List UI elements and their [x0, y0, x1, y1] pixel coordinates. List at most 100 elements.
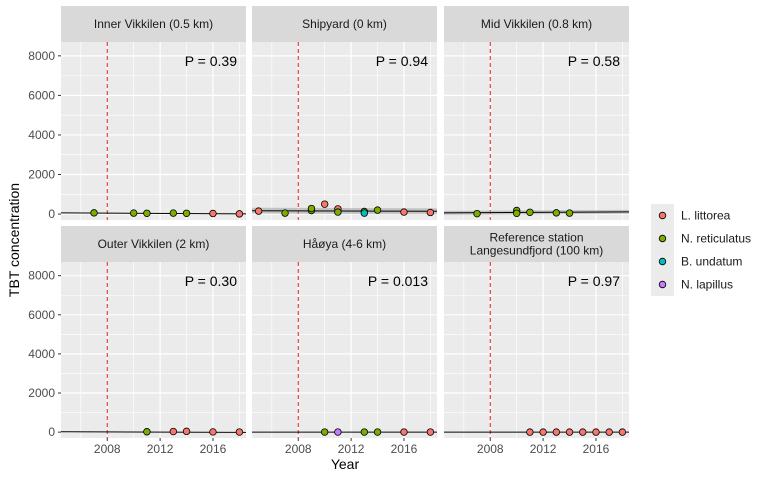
data-point [565, 209, 574, 217]
p-value-label: P = 0.97 [568, 273, 621, 289]
x-tick-label: 2016 [583, 442, 610, 456]
x-tick-label: 2008 [477, 442, 504, 456]
data-point [565, 428, 574, 436]
data-point [579, 428, 587, 436]
data-point [182, 209, 191, 217]
y-tick-label: 2000 [28, 386, 55, 400]
data-point [209, 209, 217, 218]
data-point [254, 207, 263, 215]
p-value-label: P = 0.94 [376, 53, 429, 69]
p-value-label: P = 0.39 [185, 53, 238, 69]
y-tick-label: 8000 [28, 49, 55, 63]
legend-key [658, 280, 667, 289]
data-point [169, 427, 178, 436]
y-axis-title: TBT concentration [6, 183, 22, 297]
legend-key [658, 257, 667, 266]
data-point [143, 209, 151, 217]
legend-label: B. undatum [681, 255, 742, 269]
data-point [129, 209, 138, 217]
legend: L. littorea N. reticulatus B. undatum N. la… [651, 204, 751, 296]
facet-strip [444, 6, 629, 42]
data-point [360, 428, 369, 436]
facet-panel: Mid Vikkilen (0.8 km) P = 0.58 [443, 6, 630, 220]
facet-strip [61, 6, 246, 42]
data-point [526, 208, 534, 216]
facet-strip [252, 6, 437, 42]
data-point [90, 209, 98, 217]
panel-background [444, 42, 629, 220]
facet-title: Langesundfjord (100 km) [470, 244, 603, 258]
data-point [373, 206, 382, 214]
legend-key [658, 211, 667, 220]
data-point [618, 428, 627, 436]
trend-line [60, 431, 247, 433]
data-point [473, 209, 481, 218]
x-tick-label: 2016 [200, 442, 227, 456]
data-point [539, 428, 547, 436]
legend-label: L. littorea [681, 209, 731, 223]
x-tick-label: 2008 [94, 442, 121, 456]
y-tick-label: 0 [48, 207, 55, 221]
facet-title: Mid Vikkilen (0.8 km) [481, 17, 592, 31]
data-point [235, 428, 244, 436]
data-point [169, 209, 178, 217]
panel-background [61, 42, 246, 220]
data-point [426, 428, 435, 436]
p-value-label: P = 0.013 [368, 273, 428, 289]
data-point [320, 428, 329, 436]
data-point [235, 210, 244, 218]
data-point [552, 428, 561, 436]
data-point [400, 428, 408, 436]
p-value-label: P = 0.30 [185, 273, 238, 289]
x-tick-label: 2012 [530, 442, 557, 456]
x-tick-label: 2008 [285, 442, 312, 456]
facet-panel: Inner Vikkilen (0.5 km) P = 0.39 0 2000 4000… [28, 6, 247, 221]
y-tick-label: 0 [48, 425, 55, 439]
data-point [143, 428, 151, 436]
data-point [592, 428, 600, 436]
data-point [400, 208, 408, 216]
facet-panel: Shipyard (0 km) P = 0.94 [251, 6, 438, 220]
facet-title: Shipyard (0 km) [302, 17, 387, 31]
trend-line [251, 210, 438, 212]
legend-label: N. reticulatus [681, 232, 751, 246]
data-point [605, 428, 613, 436]
data-point [512, 209, 521, 217]
data-point [334, 428, 342, 436]
facet-title: Outer Vikkilen (2 km) [98, 237, 210, 251]
data-point [426, 208, 435, 217]
data-point [281, 209, 289, 217]
data-point [307, 204, 316, 213]
data-point [373, 428, 382, 436]
y-tick-label: 2000 [28, 168, 55, 182]
legend-label: N. lapillus [681, 278, 733, 292]
x-tick-label: 2016 [391, 442, 418, 456]
data-point [360, 209, 369, 217]
facet-title: Inner Vikkilen (0.5 km) [94, 17, 213, 31]
panel-background [444, 262, 629, 438]
facet-strip [61, 226, 246, 262]
facet-panels: Inner Vikkilen (0.5 km) P = 0.39 0 2000 4000… [28, 6, 630, 456]
panel-background [252, 262, 437, 438]
data-point [320, 200, 329, 208]
y-tick-label: 4000 [28, 347, 55, 361]
facet-strip [252, 226, 437, 262]
facet-title: Reference station [489, 231, 583, 245]
y-tick-label: 6000 [28, 308, 55, 322]
panel-background [252, 42, 437, 220]
facet-panel: Outer Vikkilen (2 km) P = 0.30 0 2000 4000 60… [28, 226, 247, 456]
data-point [526, 428, 534, 436]
panel-background [61, 262, 246, 438]
legend-key [658, 234, 667, 243]
y-tick-label: 6000 [28, 88, 55, 102]
data-point [552, 209, 561, 217]
y-tick-label: 4000 [28, 128, 55, 142]
facet-panel: Håøya (4-6 km) P = 0.013 2008 2012 2016 [252, 226, 437, 456]
facet-strip [444, 226, 629, 262]
data-point [334, 208, 342, 216]
x-tick-label: 2012 [338, 442, 365, 456]
x-tick-label: 2012 [147, 442, 174, 456]
facet-title: Håøya (4-6 km) [303, 237, 386, 251]
